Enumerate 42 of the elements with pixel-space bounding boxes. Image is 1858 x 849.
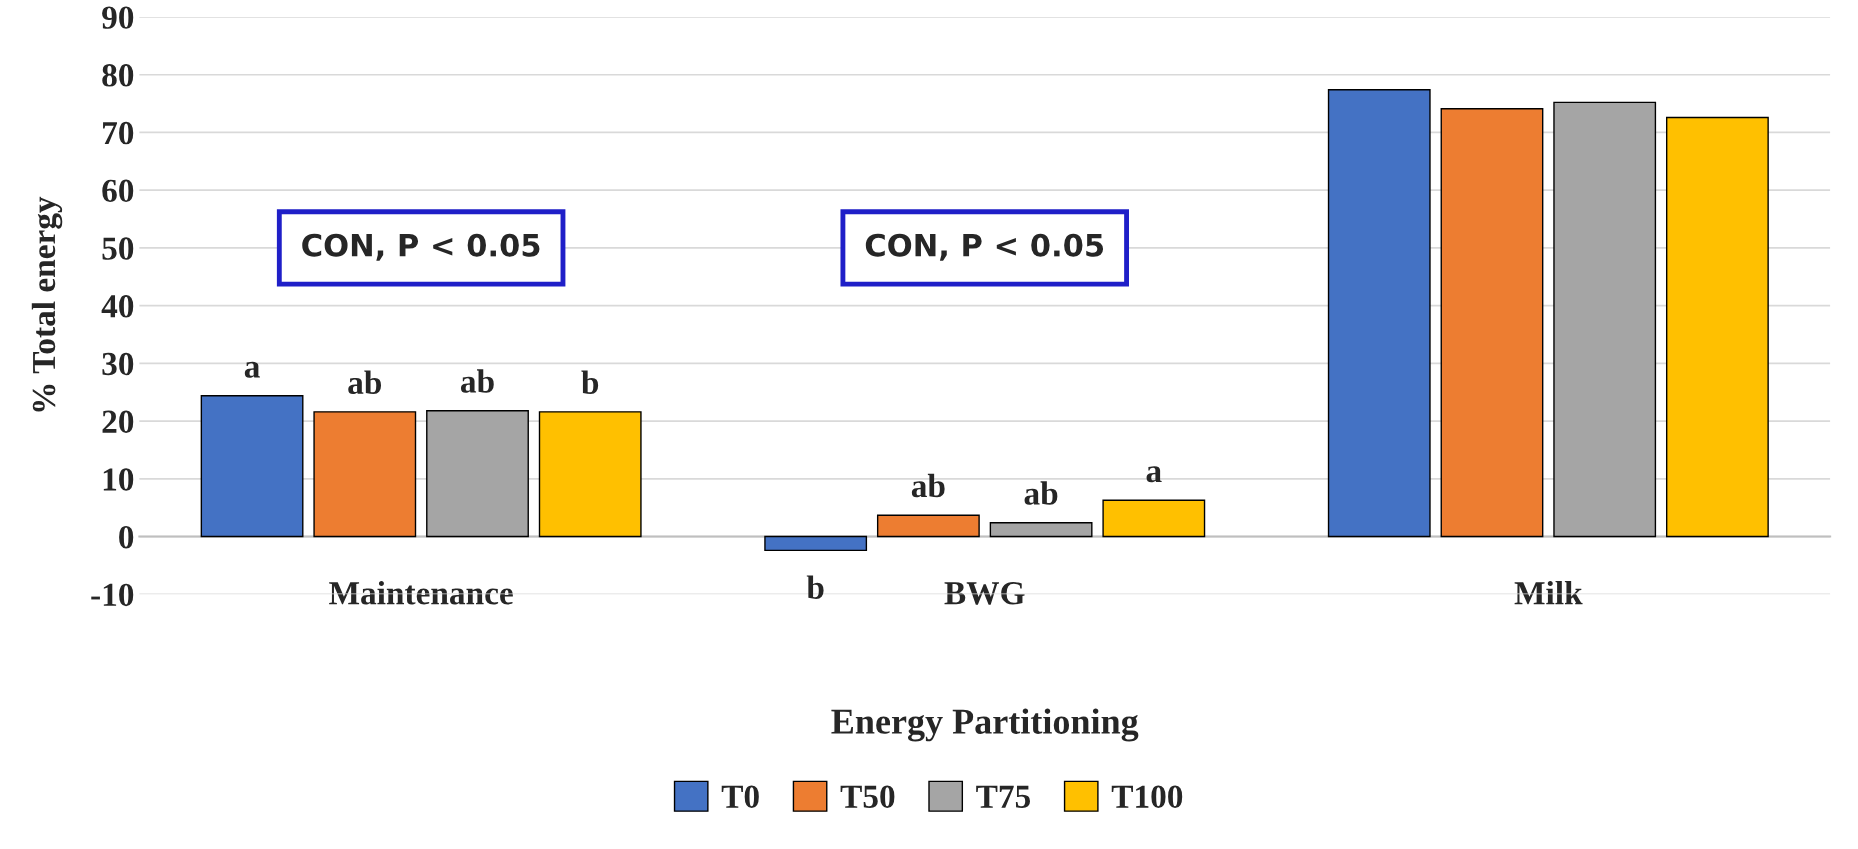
x-tick-label: Maintenance	[329, 581, 513, 605]
data-label: ab	[348, 370, 382, 394]
data-label: ab	[460, 369, 494, 393]
legend-label: T0	[721, 785, 759, 808]
bar	[426, 410, 529, 538]
y-tick-label: 0	[119, 525, 134, 549]
x-tick-label: BWG	[944, 582, 1025, 605]
data-label: ab	[1024, 481, 1058, 505]
bar	[200, 395, 304, 538]
y-tick-label: 60	[102, 179, 134, 203]
bar	[313, 411, 417, 538]
data-label: a	[1146, 466, 1162, 483]
y-tick-label: 90	[102, 6, 134, 29]
x-axis-title: Energy Partitioning	[831, 708, 1139, 742]
bar	[1327, 89, 1431, 538]
annotation: CON, P < 0.05	[865, 233, 1104, 261]
bar	[1665, 116, 1769, 538]
bar	[989, 522, 1093, 538]
data-label: ab	[911, 473, 945, 498]
bar	[1102, 499, 1206, 538]
y-tick-label: 30	[102, 352, 134, 376]
legend-label: T50	[840, 785, 895, 808]
data-label: b	[806, 575, 824, 599]
bar	[764, 535, 868, 552]
data-label: a	[244, 361, 260, 378]
legend-label: T75	[976, 785, 1031, 808]
y-tick-label: -10	[91, 583, 134, 607]
y-tick-label: 20	[102, 410, 134, 433]
bar	[876, 514, 980, 538]
annotation: CON, P < 0.05	[302, 233, 540, 261]
y-tick-label: 40	[101, 295, 134, 318]
data-label: b	[581, 370, 599, 394]
y-axis-title: % Total energy	[31, 196, 63, 412]
bar	[1440, 108, 1544, 538]
y-tick-label: 10	[103, 468, 134, 491]
x-tick-label: Milk	[1514, 581, 1583, 605]
y-tick-label: 70	[103, 121, 134, 145]
y-tick-label: 50	[102, 237, 134, 260]
bar	[1553, 101, 1657, 538]
y-tick-label: 80	[102, 64, 134, 87]
legend-label: T100	[1111, 785, 1183, 808]
bar	[538, 411, 642, 538]
